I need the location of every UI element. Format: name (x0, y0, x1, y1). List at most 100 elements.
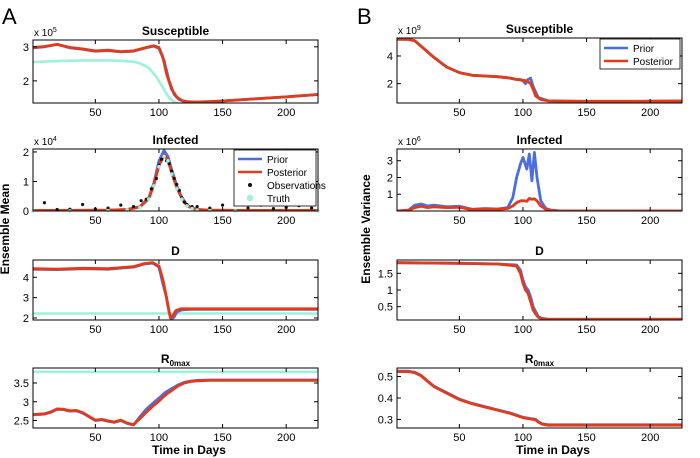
x-tick-label: 150 (577, 324, 595, 336)
axis-multiplier: x 106 (398, 136, 421, 148)
axis-multiplier-exponent: 9 (417, 25, 421, 32)
chart-a3: D 50 100 150 200 2 3 4 (23, 244, 319, 336)
plot-frame (396, 259, 683, 321)
legend-label-prior: Prior (267, 155, 289, 166)
x-tick-label: 150 (213, 324, 231, 336)
series-posterior-line (397, 261, 682, 320)
observation-point (177, 188, 181, 192)
y-tick-label: 0.5 (378, 302, 393, 314)
series-prior-line (397, 369, 682, 427)
legend-marker-truth (246, 194, 254, 202)
axis-multiplier-exponent: 5 (53, 27, 57, 34)
truth-point (152, 184, 156, 188)
y-tick-label: 3 (23, 397, 29, 409)
chart-title: D (171, 244, 180, 258)
legend-label-posterior: Posterior (267, 168, 308, 179)
x-tick-label: 100 (514, 324, 532, 336)
truth-point (169, 172, 174, 176)
y-tick-label: 1 (23, 176, 29, 188)
legend: Prior Posterior (599, 38, 681, 70)
truth-point (174, 187, 179, 191)
x-tick-label: 150 (213, 432, 231, 444)
chart-title: Infected (516, 133, 562, 147)
legend-label-posterior: Posterior (633, 57, 674, 68)
x-tick-label: 200 (277, 432, 295, 444)
observation-point (195, 204, 199, 209)
x-tick-label: 200 (641, 107, 659, 119)
truth-point (180, 197, 184, 201)
series-truth-line (33, 59, 318, 103)
truth-point (166, 159, 170, 163)
legend-label-observations: Observations (267, 181, 326, 192)
ylabel-right: Ensemble Variance (359, 174, 373, 284)
x-tick-label: 100 (150, 432, 168, 444)
chart-title: R0max (161, 352, 191, 368)
series-posterior-line (33, 378, 318, 427)
x-tick-label: 200 (277, 107, 295, 119)
truth-point (138, 205, 142, 210)
chart-a2: Infected x 104 50 100 150 200 0 1 2 Prior Posterio… (23, 133, 326, 227)
chart-title: Susceptible (506, 22, 574, 36)
y-tick-label: 2 (23, 76, 29, 88)
series-posterior-line (397, 38, 682, 103)
y-tick-label: 0 (23, 206, 29, 218)
chart-b2: Infected x 106 50 100 150 200 1 2 3 (387, 133, 683, 227)
panel-label-b: B (357, 4, 372, 29)
y-tick-label: 3.5 (14, 378, 29, 390)
chart-b1: Susceptible x 109 50 100 150 200 2 4 Prior Poster… (387, 22, 683, 119)
series-posterior-line (397, 196, 682, 211)
chart-title: D (535, 244, 544, 258)
x-tick-label: 100 (514, 215, 532, 227)
axis-multiplier-base: x 10 (34, 137, 53, 148)
observation-point (220, 203, 225, 207)
plot-frame (32, 148, 319, 212)
x-tick-label: 50 (89, 215, 101, 227)
observation-point (208, 206, 212, 210)
x-tick-label: 100 (150, 324, 168, 336)
axis-multiplier-exponent: 4 (53, 136, 57, 143)
observation-point (149, 187, 153, 191)
legend: Prior Posterior Observations Truth (233, 149, 326, 207)
plot-frame (396, 367, 683, 429)
observation-point (154, 176, 159, 181)
legend-label-truth: Truth (267, 194, 290, 205)
observation-point (55, 207, 59, 212)
chart-title-subscript: 0max (534, 359, 555, 368)
truth-point (162, 154, 166, 159)
y-tick-label: 2 (387, 79, 393, 91)
observation-point (119, 203, 123, 207)
y-tick-label: 4 (23, 272, 29, 284)
y-tick-label: 0.3 (378, 414, 393, 426)
chart-a1: Susceptible x 105 50 100 150 200 2 3 (23, 24, 319, 119)
observation-point (170, 169, 174, 173)
observation-point (42, 201, 47, 205)
axis-multiplier-exponent: 6 (417, 136, 421, 143)
x-tick-label: 200 (641, 324, 659, 336)
y-tick-label: 1 (387, 285, 393, 297)
x-tick-label: 200 (277, 324, 295, 336)
observation-point (172, 176, 176, 181)
observation-point (139, 199, 143, 203)
observation-point (167, 162, 171, 166)
truth-point (185, 204, 189, 208)
observation-point (182, 200, 187, 204)
observation-point (131, 204, 136, 209)
x-tick-label: 150 (577, 215, 595, 227)
x-tick-label: 50 (89, 107, 101, 119)
y-tick-label: 1.5 (378, 268, 393, 280)
x-tick-label: 100 (150, 215, 168, 227)
plot-frame (32, 367, 319, 429)
observation-point (81, 202, 85, 207)
x-tick-label: 200 (641, 215, 659, 227)
series-prior-line (397, 150, 682, 211)
axis-multiplier: x 104 (34, 136, 57, 148)
y-tick-label: 3 (23, 293, 29, 305)
chart-b3: D 50 100 150 200 0.5 1 1.5 (378, 244, 683, 336)
x-tick-label: 200 (277, 215, 295, 227)
legend-box (599, 38, 681, 70)
xlabel-left: Time in Days (152, 443, 226, 457)
truth-point (157, 164, 161, 169)
series-prior-line (397, 261, 682, 320)
x-tick-label: 150 (213, 215, 231, 227)
